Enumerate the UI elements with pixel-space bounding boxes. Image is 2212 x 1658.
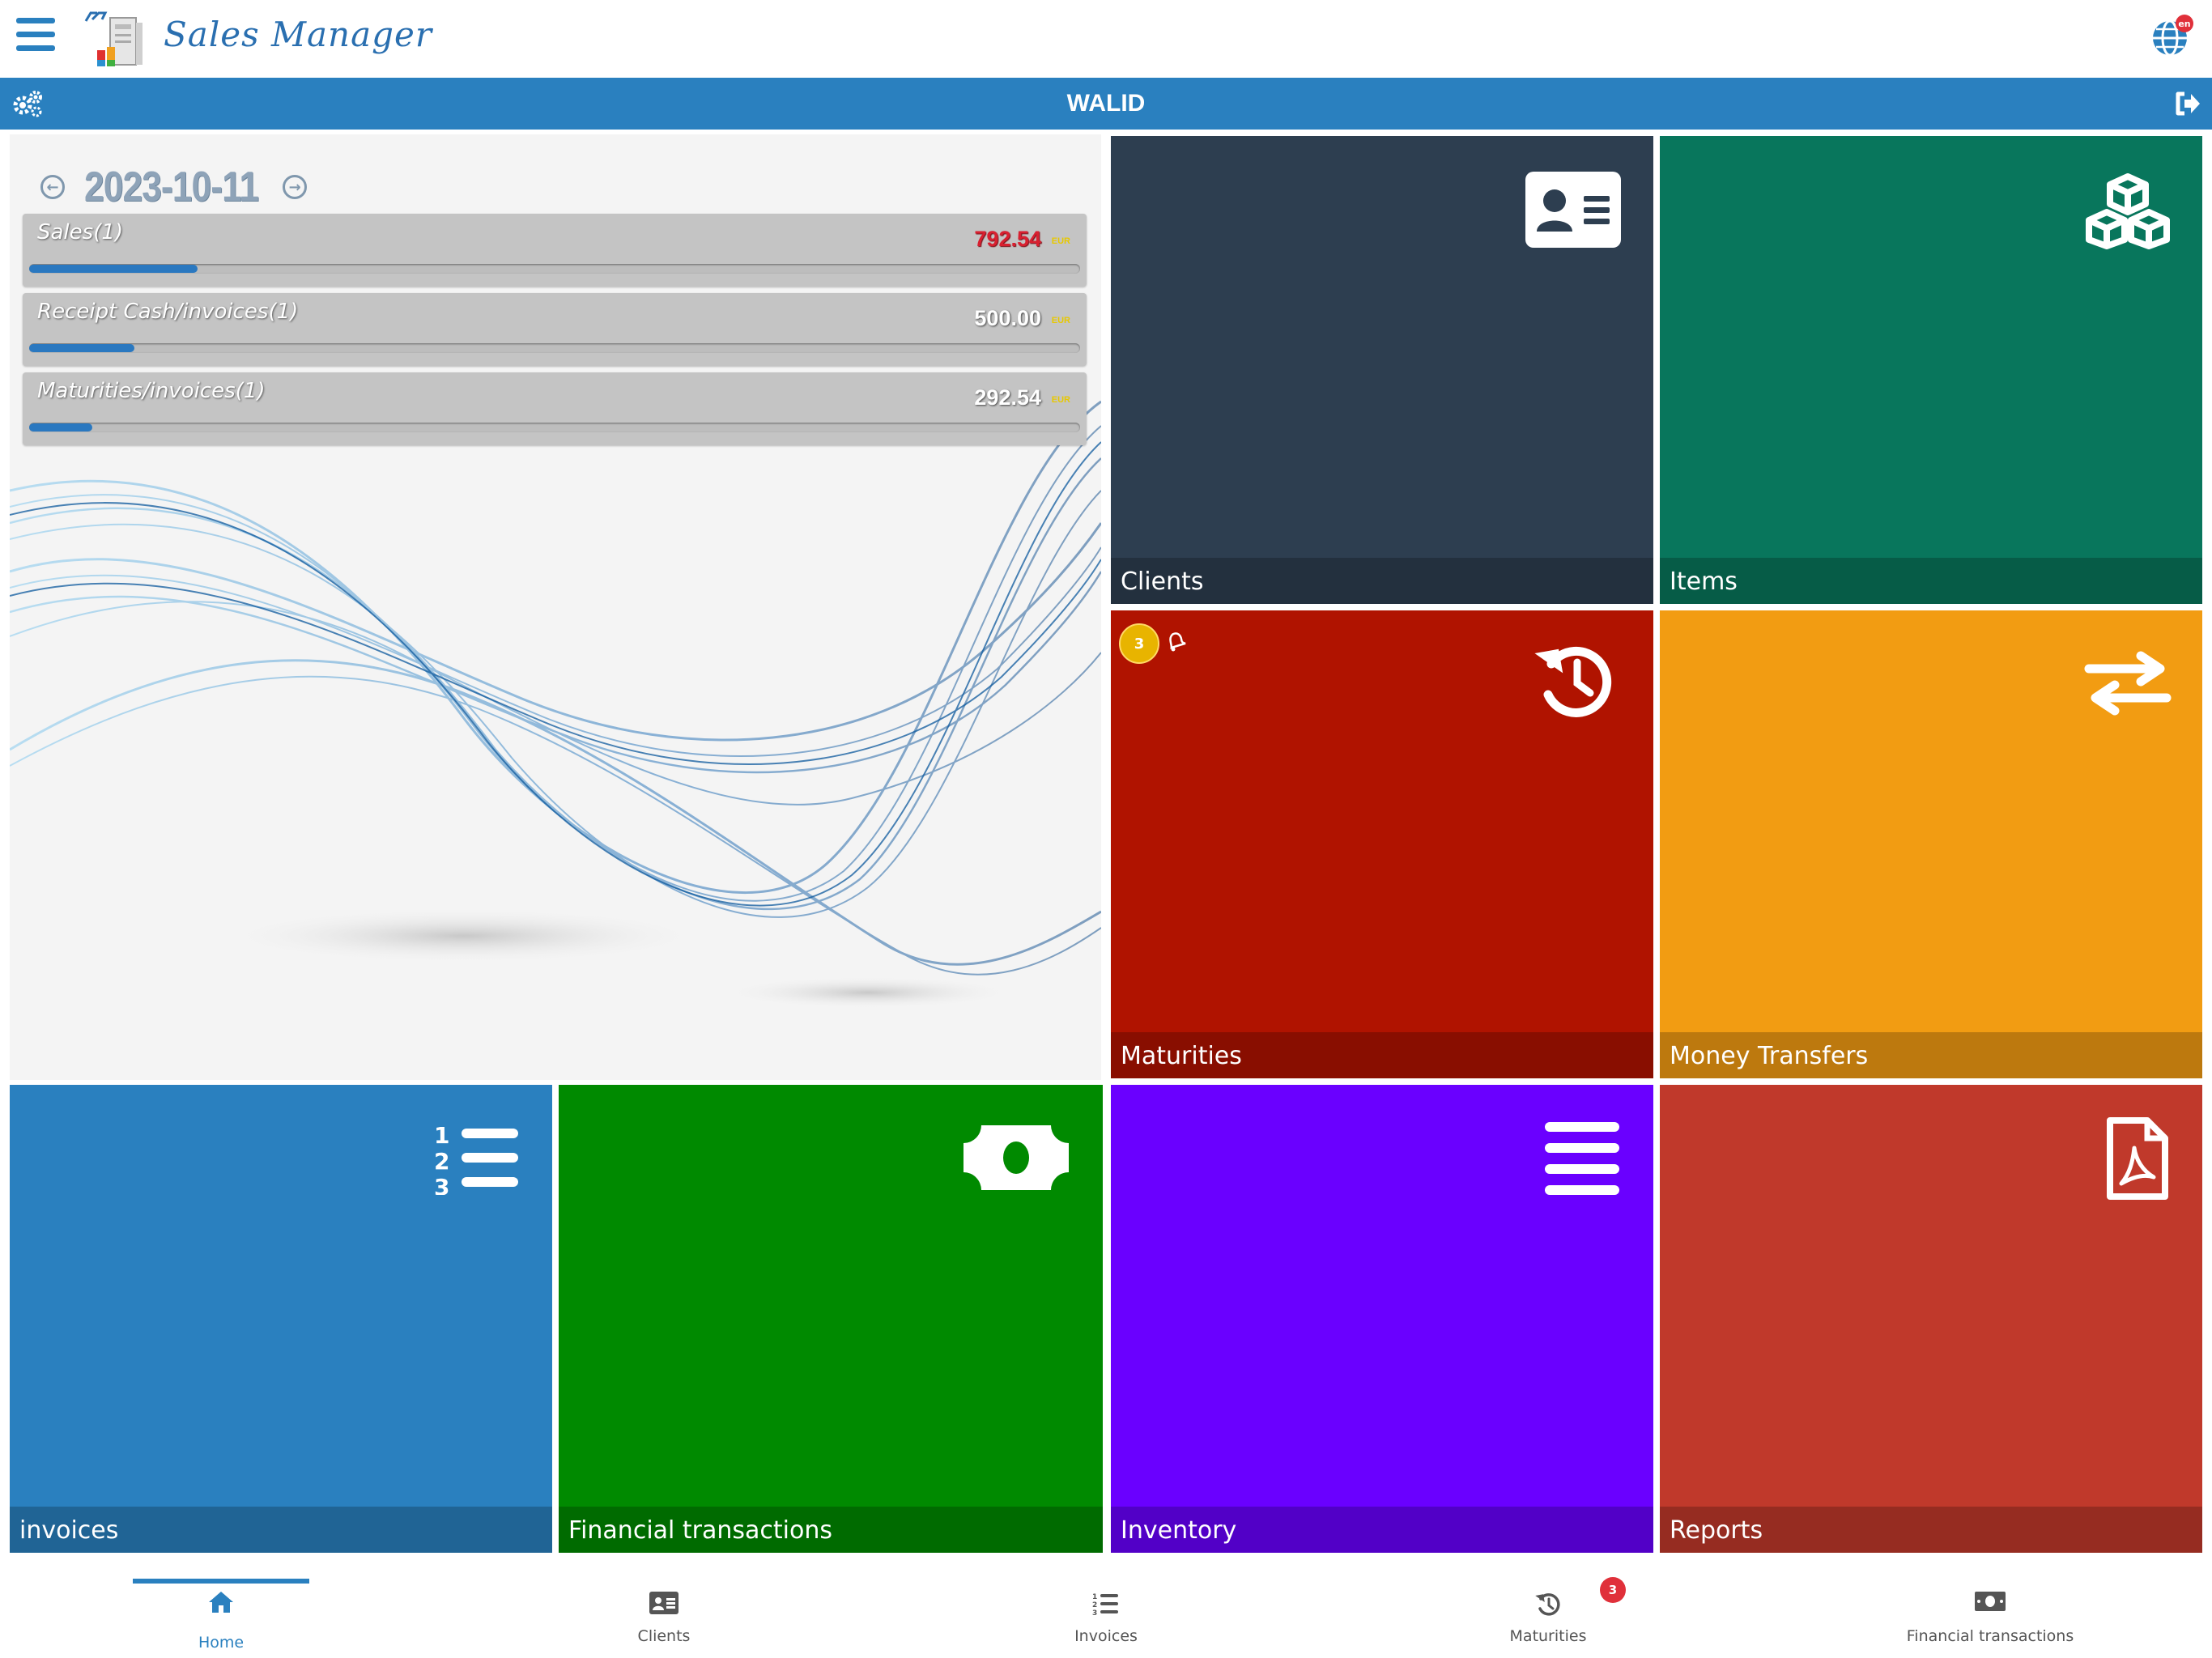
dashboard-panel: ← 2023-10-11 → Sales(1) 792.54 EUR Recei…	[10, 134, 1101, 1080]
nav-invoices[interactable]: 1 2 3 Invoices	[1009, 1553, 1203, 1658]
stat-progress-track	[29, 343, 1080, 353]
bottom-navigation: Home Clients 1 2 3 Invoices 3 Maturities	[0, 1553, 2212, 1658]
svg-text:2: 2	[434, 1148, 449, 1175]
nav-clients[interactable]: Clients	[567, 1553, 761, 1658]
nav-label: Invoices	[1074, 1627, 1138, 1645]
nav-label: Maturities	[1509, 1627, 1587, 1645]
tile-financial-transactions[interactable]: Financial transactions	[559, 1085, 1103, 1553]
tile-clients[interactable]: Clients	[1111, 136, 1653, 604]
tile-footer	[1660, 1032, 2202, 1078]
cubes-icon	[2086, 173, 2170, 249]
svg-text:1: 1	[1092, 1593, 1097, 1601]
tile-label: invoices	[19, 1516, 119, 1545]
decorative-wave-image	[10, 400, 1101, 1009]
tile-footer	[1111, 1507, 1653, 1553]
tile-label: Reports	[1670, 1516, 1763, 1545]
tile-reports[interactable]: Reports	[1660, 1085, 2202, 1553]
language-badge: en	[2176, 15, 2193, 32]
nav-maturities[interactable]: 3 Maturities	[1451, 1553, 1645, 1658]
stat-progress-track	[29, 423, 1080, 432]
stat-label: Receipt Cash/invoices(1)	[37, 300, 299, 324]
money-bill-icon	[1975, 1592, 2006, 1611]
stat-label: Maturities/invoices(1)	[37, 379, 266, 403]
address-card-icon	[1525, 172, 1621, 248]
nav-home[interactable]: Home	[124, 1553, 318, 1658]
nav-label: Home	[198, 1634, 245, 1652]
tile-invoices[interactable]: 1 2 3 invoices	[10, 1085, 552, 1553]
active-tab-indicator	[133, 1579, 309, 1584]
svg-text:2: 2	[1092, 1601, 1097, 1609]
app-title: Sales Manager	[164, 15, 432, 54]
tile-footer	[1660, 1507, 2202, 1553]
address-card-icon	[649, 1592, 678, 1614]
settings-gears-icon[interactable]	[11, 89, 44, 118]
tile-label: Money Transfers	[1670, 1042, 1869, 1070]
tile-maturities[interactable]: 3 Maturities	[1111, 610, 1653, 1078]
stat-currency: EUR	[1051, 236, 1070, 246]
exchange-icon	[2084, 651, 2172, 716]
tile-label: Clients	[1121, 568, 1204, 596]
user-bar: WALID	[0, 78, 2212, 130]
svg-text:3: 3	[1092, 1609, 1097, 1616]
nav-label: Financial transactions	[1906, 1627, 2074, 1645]
tile-items[interactable]: Items	[1660, 136, 2202, 604]
app-logo-icon	[84, 11, 143, 66]
tile-label: Items	[1670, 568, 1738, 596]
next-date-arrow-icon[interactable]: →	[283, 175, 308, 199]
stat-card-receipt-cash[interactable]: Receipt Cash/invoices(1) 500.00 EUR	[23, 293, 1087, 366]
user-name: WALID	[1066, 90, 1146, 117]
stat-progress-fill	[29, 344, 134, 352]
stat-card-maturities[interactable]: Maturities/invoices(1) 292.54 EUR	[23, 372, 1087, 445]
ordered-list-icon: 1 2 3	[1092, 1593, 1118, 1616]
stat-progress-fill	[29, 265, 198, 273]
tile-label: Financial transactions	[568, 1516, 833, 1545]
language-button[interactable]: en	[2150, 15, 2193, 58]
tile-footer	[559, 1507, 1103, 1553]
stat-card-sales[interactable]: Sales(1) 792.54 EUR	[23, 214, 1087, 287]
alert-count-badge: 3	[1119, 623, 1159, 664]
ordered-list-icon: 1 2 3	[434, 1122, 518, 1195]
history-icon	[1534, 646, 1612, 717]
tile-label: Maturities	[1121, 1042, 1242, 1070]
svg-text:3: 3	[434, 1174, 449, 1195]
stat-value: 792.54	[974, 227, 1041, 251]
stat-currency: EUR	[1051, 395, 1070, 405]
stat-progress-fill	[29, 423, 92, 432]
money-bill-icon	[963, 1125, 1069, 1190]
svg-text:1: 1	[434, 1122, 449, 1149]
tile-footer	[10, 1507, 552, 1553]
tile-inventory[interactable]: Inventory	[1111, 1085, 1653, 1553]
current-date: 2023-10-11	[84, 164, 259, 210]
bars-icon	[1545, 1122, 1619, 1195]
stat-value: 292.54	[974, 385, 1041, 410]
tile-label: Inventory	[1121, 1516, 1237, 1545]
stat-label: Sales(1)	[37, 220, 124, 244]
date-navigator: ← 2023-10-11 →	[40, 159, 308, 215]
bell-icon	[1169, 632, 1186, 652]
nav-financial-transactions[interactable]: Financial transactions	[1893, 1553, 2087, 1658]
menu-icon[interactable]	[16, 18, 55, 57]
pdf-file-icon	[2107, 1117, 2168, 1200]
nav-label: Clients	[637, 1627, 691, 1645]
tile-money-transfers[interactable]: Money Transfers	[1660, 610, 2202, 1078]
home-icon	[209, 1592, 233, 1613]
previous-date-arrow-icon[interactable]: ←	[40, 175, 65, 199]
logout-icon[interactable]	[2173, 89, 2202, 118]
stat-progress-track	[29, 264, 1080, 274]
tile-footer	[1111, 1032, 1653, 1078]
tile-footer	[1660, 558, 2202, 604]
history-icon	[1535, 1593, 1560, 1616]
tile-footer	[1111, 558, 1653, 604]
app-header: Sales Manager en	[0, 0, 2212, 78]
notification-badge: 3	[1600, 1577, 1626, 1603]
stat-value: 500.00	[974, 306, 1041, 330]
stat-currency: EUR	[1051, 316, 1070, 325]
